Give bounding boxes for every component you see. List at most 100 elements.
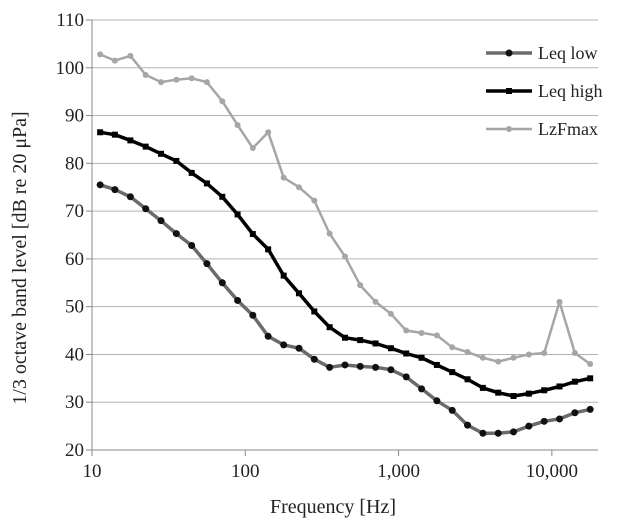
data-point-leq-high (387, 345, 394, 352)
series-lzfmax (97, 51, 594, 367)
data-point-leq-low (326, 363, 334, 371)
data-point-lzfmax (111, 57, 118, 64)
y-tick-label: 20 (65, 440, 84, 461)
data-point-leq-low (586, 405, 594, 413)
data-point-leq-low (203, 260, 211, 268)
data-point-leq-low (142, 205, 150, 213)
x-axis-ticks: 10 100 1,000 10,000 (83, 450, 578, 482)
data-point-leq-high (234, 211, 241, 218)
y-tick-label: 100 (56, 58, 85, 79)
gridlines (92, 19, 598, 403)
legend-marker (505, 49, 513, 57)
data-point-lzfmax (173, 76, 180, 83)
x-tick-label: 100 (231, 461, 260, 482)
data-point-leq-low (479, 429, 487, 437)
data-point-leq-low (464, 421, 472, 429)
data-point-lzfmax (158, 79, 165, 86)
data-point-leq-high (357, 337, 364, 344)
data-point-lzfmax (127, 52, 134, 59)
data-point-lzfmax (203, 79, 210, 86)
data-point-leq-low (556, 415, 564, 423)
data-point-leq-low (494, 429, 502, 437)
data-point-lzfmax (449, 344, 456, 351)
data-point-leq-high (479, 384, 486, 391)
legend-item-lzfmax: LzFmax (486, 119, 598, 139)
data-point-leq-low (433, 397, 441, 405)
data-point-lzfmax (464, 349, 471, 356)
legend-marker (506, 88, 512, 94)
data-point-leq-high (525, 390, 532, 397)
data-point-leq-high (418, 354, 425, 361)
data-point-leq-high (449, 369, 456, 376)
legend-item-leq-high: Leq high (486, 81, 603, 101)
series-layer (96, 51, 594, 437)
data-point-leq-high (173, 157, 180, 164)
x-tick-label: 10 (83, 461, 102, 482)
data-point-leq-low (372, 363, 380, 371)
data-point-leq-low (234, 296, 242, 304)
data-point-leq-low (341, 361, 349, 369)
data-point-lzfmax (188, 75, 195, 82)
data-point-lzfmax (510, 354, 517, 361)
data-point-lzfmax (219, 98, 226, 105)
x-tick-label: 10,000 (526, 461, 578, 482)
data-point-leq-high (541, 387, 548, 394)
y-axis-ticks: 20 30 40 50 60 70 80 90 100 110 (56, 10, 92, 461)
data-point-lzfmax (571, 350, 578, 357)
data-point-lzfmax (433, 332, 440, 339)
data-point-leq-high (142, 143, 149, 150)
data-point-leq-low (448, 406, 456, 414)
data-point-lzfmax (234, 122, 241, 129)
legend: Leq low Leq high LzFmax (486, 43, 603, 139)
data-point-leq-high (97, 129, 104, 136)
data-point-lzfmax (357, 282, 364, 289)
data-point-leq-low (310, 355, 318, 363)
data-point-leq-high (372, 340, 379, 347)
data-point-leq-low (295, 344, 303, 352)
data-point-leq-low (571, 409, 579, 417)
data-point-lzfmax (311, 197, 318, 204)
data-point-lzfmax (295, 184, 302, 191)
data-point-leq-low (126, 193, 134, 201)
data-point-leq-high (219, 193, 226, 200)
data-point-leq-low (525, 422, 533, 430)
data-point-leq-low (111, 186, 119, 194)
data-point-leq-low (249, 311, 257, 319)
data-point-leq-low (418, 385, 426, 393)
data-point-lzfmax (479, 354, 486, 361)
data-point-leq-high (188, 169, 195, 176)
data-point-lzfmax (249, 145, 256, 152)
y-tick-label: 40 (65, 344, 84, 365)
data-point-leq-low (280, 341, 288, 349)
data-point-lzfmax (97, 51, 104, 58)
x-axis-title: Frequency [Hz] (270, 496, 396, 518)
data-point-lzfmax (326, 230, 333, 237)
data-point-leq-high (295, 290, 302, 297)
data-point-leq-low (264, 332, 272, 340)
data-point-leq-low (157, 217, 165, 225)
data-point-leq-low (510, 428, 518, 436)
data-point-leq-high (556, 383, 563, 390)
y-tick-label: 110 (56, 10, 84, 31)
data-point-lzfmax (525, 351, 532, 358)
data-point-lzfmax (280, 174, 287, 181)
legend-label: Leq high (538, 81, 603, 101)
data-point-leq-high (433, 361, 440, 368)
data-point-leq-high (587, 375, 594, 382)
legend-label: Leq low (538, 43, 597, 63)
data-point-leq-high (127, 137, 134, 144)
data-point-leq-low (96, 181, 104, 189)
data-point-lzfmax (403, 327, 410, 334)
data-point-leq-high (249, 231, 256, 238)
data-point-leq-high (403, 350, 410, 357)
series-line-lzfmax (99, 53, 591, 366)
series-leq-high (97, 129, 594, 400)
data-point-leq-high (510, 393, 517, 400)
data-point-lzfmax (418, 329, 425, 336)
y-tick-label: 50 (65, 297, 84, 318)
series-leq-low (96, 181, 594, 437)
data-point-leq-high (203, 180, 210, 187)
y-tick-label: 90 (65, 106, 84, 127)
data-point-lzfmax (372, 298, 379, 305)
